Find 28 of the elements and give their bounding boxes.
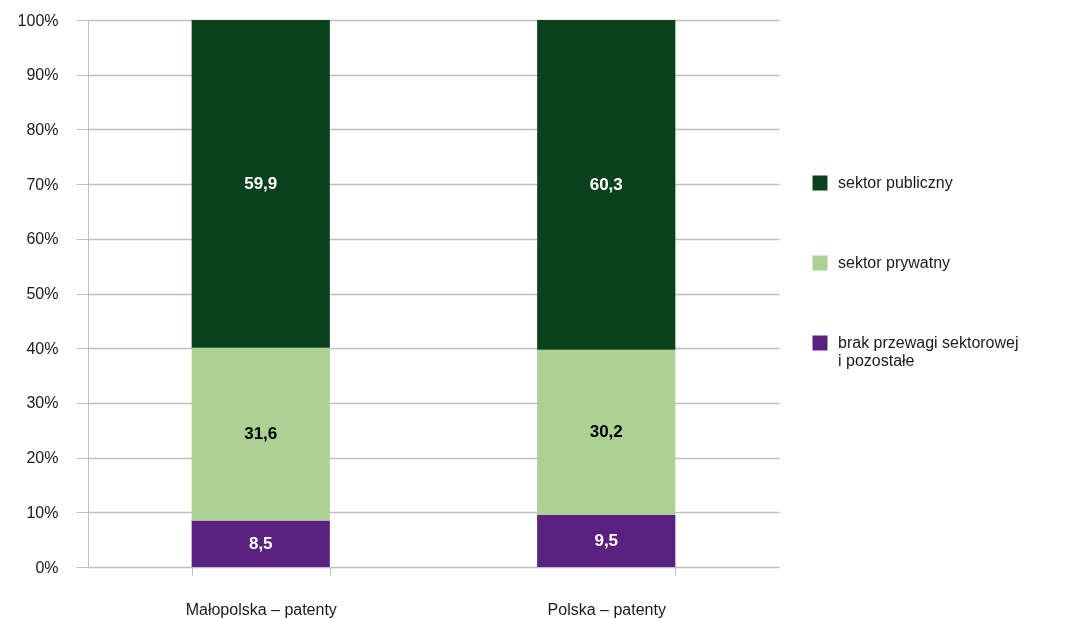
y-tick-label: 60%	[26, 230, 59, 248]
data-label: 9,5	[594, 531, 619, 551]
bar	[537, 20, 676, 350]
y-tick-label: 80%	[26, 120, 59, 138]
bar	[537, 349, 676, 516]
bar	[191, 347, 330, 521]
y-tick-label: 50%	[26, 285, 59, 302]
data-label: 60,3	[589, 174, 623, 194]
data-label: 59,9	[244, 173, 278, 193]
bar	[191, 520, 330, 567]
data-label: 30,2	[589, 422, 623, 442]
x-tick-label: Małopolska – patenty	[185, 600, 337, 618]
legend-label: sektor publiczny	[838, 174, 953, 191]
y-tick-label: 90%	[26, 66, 59, 84]
data-label: 31,6	[244, 424, 278, 444]
x-tick-label: Polska – patenty	[547, 600, 666, 618]
bar	[191, 20, 330, 348]
legend-label: sektor prywatny	[838, 254, 951, 271]
y-tick-label: 100%	[17, 11, 59, 29]
y-tick-label: 20%	[26, 449, 59, 467]
legend-label: brak przewagi sektorowej i pozostałe	[838, 334, 1019, 369]
data-label: 8,5	[248, 533, 273, 553]
bar	[537, 515, 676, 567]
y-tick-label: 70%	[26, 175, 59, 193]
y-tick-label: 0%	[35, 558, 59, 576]
y-tick-label: 40%	[26, 339, 59, 357]
y-tick-label: 10%	[26, 503, 59, 521]
y-tick-label: 30%	[26, 394, 59, 412]
